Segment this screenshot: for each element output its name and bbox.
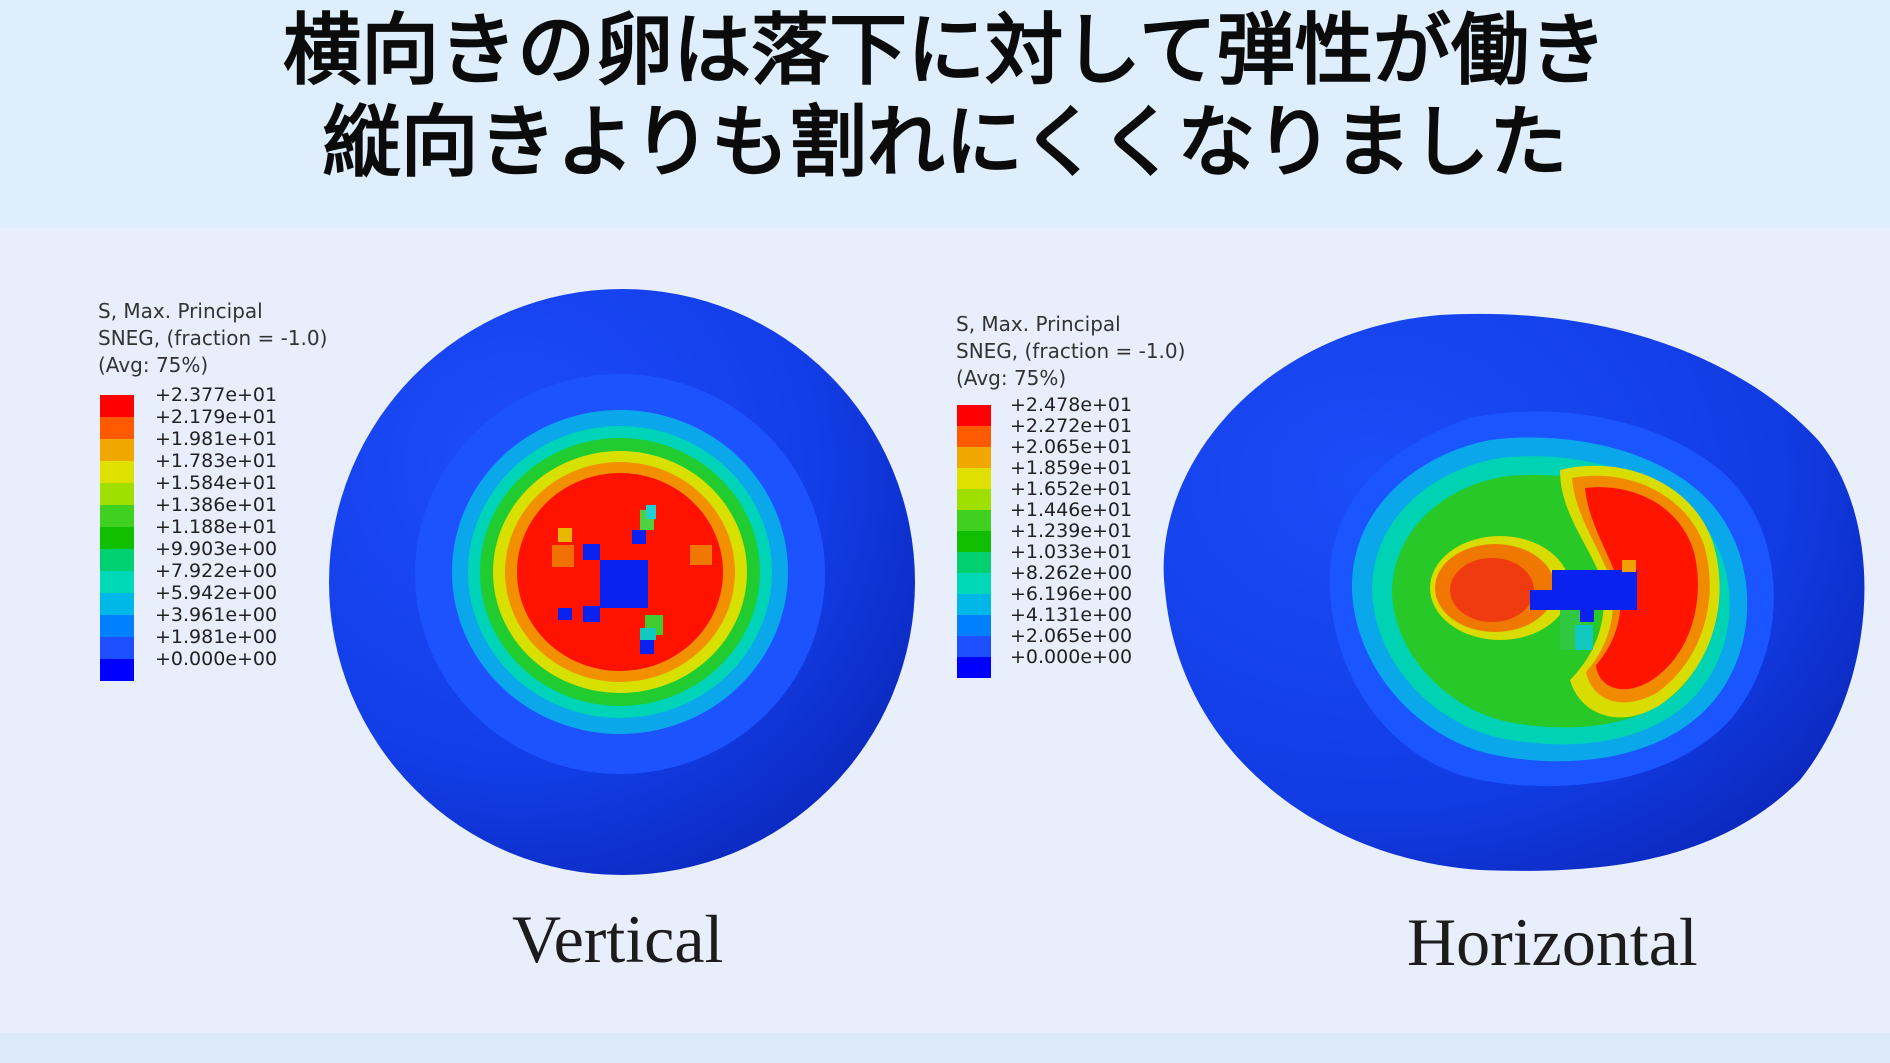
legend-tick-label: +1.981e+00: [155, 626, 278, 648]
legend-swatch: [957, 615, 991, 636]
legend-swatch: [100, 593, 134, 615]
vertical-patch-blue: [558, 608, 572, 620]
legend-tick-label: +5.942e+00: [155, 582, 278, 604]
legend-tick-label: +1.783e+01: [155, 450, 278, 472]
legend-swatch: [100, 659, 134, 681]
legend-swatch: [957, 552, 991, 573]
legend-tick-label: +1.033e+01: [1010, 541, 1133, 563]
horizontal-patch-blue: [1530, 590, 1554, 610]
vertical-patch-blue: [640, 640, 654, 654]
legend-swatch: [957, 531, 991, 552]
legend-tick-label: +1.386e+01: [155, 494, 278, 516]
vertical-egg-contour: [329, 289, 915, 875]
bottom-band: [0, 1033, 1890, 1063]
legend-swatch: [100, 571, 134, 593]
title-banner: 横向きの卵は落下に対して弾性が働き 縦向きよりも割れにくくなりました: [0, 0, 1890, 228]
legend-tick-label: +3.961e+00: [155, 604, 278, 626]
legend-tick-label: +2.478e+01: [1010, 394, 1133, 416]
legend-swatch: [100, 439, 134, 461]
legend-swatch: [100, 505, 134, 527]
horizontal-patch-blue: [1580, 608, 1594, 622]
horizontal-egg-contour: [1163, 313, 1865, 871]
legend-swatch: [100, 637, 134, 659]
horizontal-patch-blue: [1552, 570, 1637, 610]
legend-tick-label: +2.377e+01: [155, 384, 278, 406]
legend-swatch: [957, 510, 991, 531]
legend-swatch: [100, 615, 134, 637]
legend-tick-label: +1.239e+01: [1010, 520, 1133, 542]
legend-tick-label: +1.652e+01: [1010, 478, 1133, 500]
vertical-patch-blue: [583, 544, 600, 560]
legend-tick-label: +8.262e+00: [1010, 562, 1133, 584]
legend-swatch: [957, 426, 991, 447]
vertical-patch-blue: [600, 560, 648, 608]
horizontal-legend-title: S, Max. Principal SNEG, (fraction = -1.0…: [956, 312, 1186, 390]
legend-tick-label: +0.000e+00: [155, 648, 278, 670]
vertical-patch-cyan: [646, 505, 656, 519]
vertical-legend-title: S, Max. Principal SNEG, (fraction = -1.0…: [98, 299, 328, 377]
legend-tick-label: +1.446e+01: [1010, 499, 1133, 521]
legend-swatch: [957, 447, 991, 468]
vertical-patch-orange: [552, 545, 574, 567]
vertical-patch-blue: [583, 606, 600, 622]
vertical-caption: Vertical: [512, 901, 724, 977]
vertical-patch-yellow: [558, 528, 572, 542]
legend-swatch: [100, 527, 134, 549]
legend-tick-label: +2.065e+00: [1010, 625, 1133, 647]
legend-tick-label: +1.188e+01: [155, 516, 278, 538]
legend-tick-label: +2.065e+01: [1010, 436, 1133, 458]
legend-tick-label: +7.922e+00: [155, 560, 278, 582]
vertical-patch-cyan: [640, 628, 656, 640]
legend-swatch: [957, 405, 991, 426]
legend-swatch: [957, 489, 991, 510]
horizontal-patch-orange: [1622, 560, 1636, 572]
legend-tick-label: +9.903e+00: [155, 538, 278, 560]
legend-tick-label: +2.272e+01: [1010, 415, 1133, 437]
vertical-patch-blue: [632, 530, 646, 544]
legend-swatch: [957, 657, 991, 678]
legend-swatch: [100, 417, 134, 439]
legend-swatch: [957, 468, 991, 489]
legend-tick-label: +2.179e+01: [155, 406, 278, 428]
legend-tick-label: +6.196e+00: [1010, 583, 1133, 605]
title-line-2: 縦向きよりも割れにくくなりました: [322, 98, 1568, 188]
legend-swatch: [957, 594, 991, 615]
legend-swatch: [100, 395, 134, 417]
legend-tick-label: +1.859e+01: [1010, 457, 1133, 479]
legend-swatch: [957, 636, 991, 657]
legend-tick-label: +0.000e+00: [1010, 646, 1133, 668]
horizontal-caption: Horizontal: [1407, 904, 1698, 980]
title-line-1: 横向きの卵は落下に対して弾性が働き: [283, 6, 1607, 96]
legend-swatch: [100, 549, 134, 571]
legend-swatch: [957, 573, 991, 594]
horizontal-band-red: [1585, 487, 1698, 690]
vertical-patch-orange: [690, 545, 712, 565]
legend-swatch: [100, 461, 134, 483]
legend-tick-label: +1.981e+01: [155, 428, 278, 450]
legend-swatch: [100, 483, 134, 505]
legend-tick-label: +1.584e+01: [155, 472, 278, 494]
legend-tick-label: +4.131e+00: [1010, 604, 1133, 626]
horizontal-band-red-left: [1450, 558, 1534, 622]
horizontal-patch-cyan: [1575, 625, 1593, 650]
